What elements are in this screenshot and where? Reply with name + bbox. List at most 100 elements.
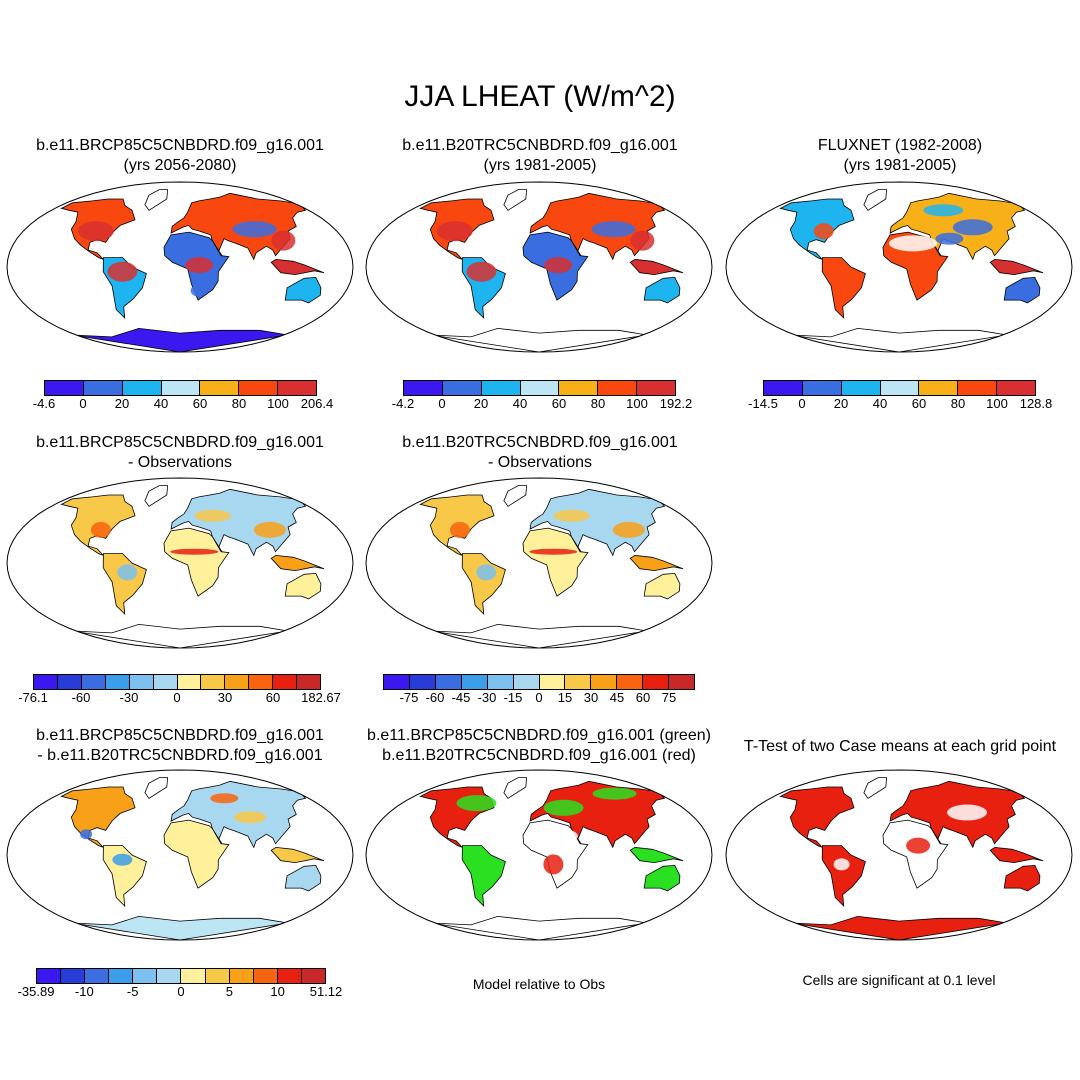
colorbar-tick-label: 40 bbox=[512, 396, 528, 411]
colorbar-swatch bbox=[129, 675, 154, 689]
colorbar-tick-label: 10 bbox=[270, 984, 285, 999]
continent-australia bbox=[643, 864, 681, 892]
field-patch bbox=[271, 230, 296, 251]
continent-antarctica bbox=[791, 327, 1007, 352]
colorbar-swatch bbox=[617, 675, 644, 689]
continent-greenland bbox=[863, 777, 888, 799]
field-patch bbox=[77, 221, 114, 242]
map-panel-p4 bbox=[3, 474, 357, 652]
continent-greenland bbox=[144, 485, 169, 507]
continent-greenland bbox=[503, 485, 528, 507]
continent-southAmerica bbox=[821, 845, 866, 908]
field-patch bbox=[906, 837, 931, 854]
colorbar-tick-label: -35.89 bbox=[17, 984, 55, 999]
continent-seAsia bbox=[270, 846, 325, 864]
colorbar-tick-label: -76.1 bbox=[18, 690, 48, 705]
colorbar-swatch bbox=[487, 675, 514, 689]
colorbar-swatch bbox=[643, 675, 670, 689]
world-map-p3 bbox=[725, 181, 1073, 353]
colorbar-tick-label: -4.2 bbox=[391, 396, 415, 411]
colorbar-tick-label: -45 bbox=[451, 690, 471, 705]
colorbar-swatch bbox=[81, 675, 106, 689]
map-panel-p6 bbox=[3, 766, 357, 944]
colorbar-tick-label: 60 bbox=[265, 690, 281, 705]
world-map-p4 bbox=[6, 477, 354, 649]
colorbar-swatch bbox=[841, 381, 881, 395]
colorbar-tick-label: 0 bbox=[798, 396, 806, 411]
colorbar-swatch bbox=[225, 675, 250, 689]
map-panel-p8 bbox=[722, 766, 1076, 944]
continent-australia bbox=[643, 276, 681, 304]
continent-africa bbox=[163, 527, 230, 597]
colorbar-swatch bbox=[239, 381, 279, 395]
field-patch bbox=[952, 219, 993, 236]
map-border bbox=[6, 181, 354, 353]
colorbar-ticks: -4.2 0 20 40 60 80 100 192.2 bbox=[392, 396, 692, 412]
map-border bbox=[725, 181, 1073, 353]
field-patch bbox=[190, 284, 207, 297]
colorbar-tick-label: -60 bbox=[425, 690, 445, 705]
map-border bbox=[6, 477, 354, 649]
world-map-p5 bbox=[365, 477, 713, 649]
colorbar-swatches bbox=[36, 968, 326, 984]
colorbar-p4: -76.1 -60 -30 0 30 60 182.67 bbox=[18, 674, 341, 706]
field-patch bbox=[935, 232, 964, 245]
colorbar-p3: -14.5 0 20 40 60 80 100 128.8 bbox=[748, 380, 1052, 412]
colorbar-swatch bbox=[278, 381, 317, 395]
colorbar-tick-label: 100 bbox=[626, 396, 648, 411]
panel-title-p1: b.e11.BRCP85C5CNBDRD.f09_g16.001 (yrs 205… bbox=[36, 137, 324, 174]
field-patch bbox=[466, 261, 497, 282]
colorbar-swatch bbox=[157, 969, 182, 983]
continent-antarctica bbox=[72, 915, 288, 940]
field-patch bbox=[947, 804, 987, 821]
colorbar-swatch bbox=[958, 381, 998, 395]
world-map-p1 bbox=[6, 181, 354, 353]
continent-seAsia bbox=[629, 554, 684, 572]
colorbar-swatch bbox=[539, 675, 566, 689]
colorbar-swatch bbox=[83, 381, 123, 395]
map-panel-p2 bbox=[362, 178, 716, 356]
field-patch bbox=[449, 521, 470, 538]
continent-antarctica bbox=[72, 327, 288, 352]
field-patch bbox=[537, 828, 578, 845]
colorbar-swatch bbox=[520, 381, 560, 395]
field-patch bbox=[476, 564, 497, 581]
colorbar-swatch bbox=[45, 381, 84, 395]
colorbar-swatch bbox=[919, 381, 959, 395]
colorbar-ticks: -14.5 0 20 40 60 80 100 128.8 bbox=[748, 396, 1052, 412]
colorbar-swatch bbox=[181, 969, 206, 983]
field-patch bbox=[612, 521, 645, 538]
map-border bbox=[365, 477, 713, 649]
colorbar-ticks: -4.6 0 20 40 60 80 100 206.4 bbox=[33, 396, 333, 412]
field-patch bbox=[544, 257, 573, 274]
continent-seAsia bbox=[629, 846, 684, 864]
colorbar-tick-label: 75 bbox=[661, 690, 677, 705]
continent-seAsia bbox=[989, 846, 1044, 864]
continent-eurasia bbox=[529, 780, 666, 849]
panel-title-p8: T-Test of two Case means at each grid po… bbox=[743, 738, 1057, 755]
colorbar-tick-label: 0 bbox=[177, 984, 185, 999]
field-patch bbox=[813, 223, 834, 240]
colorbar-ticks: -75 -60 -45 -30 -15 0 15 30 45 60 75 bbox=[383, 690, 695, 706]
map-panel-p5 bbox=[362, 474, 716, 652]
colorbar-swatch bbox=[273, 675, 298, 689]
world-map-p7 bbox=[365, 769, 713, 941]
colorbar-tick-label: 20 bbox=[114, 396, 130, 411]
continent-southAmerica bbox=[821, 257, 866, 320]
map-panel-p3 bbox=[722, 178, 1076, 356]
colorbar-swatch bbox=[559, 381, 599, 395]
colorbar-tick-label: 128.8 bbox=[1019, 396, 1053, 411]
field-patch bbox=[117, 564, 138, 581]
colorbar-swatch bbox=[637, 381, 676, 395]
colorbar-tick-label: 40 bbox=[872, 396, 888, 411]
colorbar-tick-label: 100 bbox=[267, 396, 289, 411]
field-patch bbox=[436, 221, 473, 242]
field-patch bbox=[456, 795, 497, 812]
continent-australia bbox=[284, 572, 322, 600]
colorbar-swatches bbox=[44, 380, 317, 396]
colorbar-swatch bbox=[435, 675, 462, 689]
colorbar-swatch bbox=[122, 381, 162, 395]
colorbar-swatch bbox=[461, 675, 488, 689]
continent-northAmerica bbox=[60, 786, 136, 848]
note-significance: Cells are significant at 0.1 level bbox=[802, 972, 996, 988]
